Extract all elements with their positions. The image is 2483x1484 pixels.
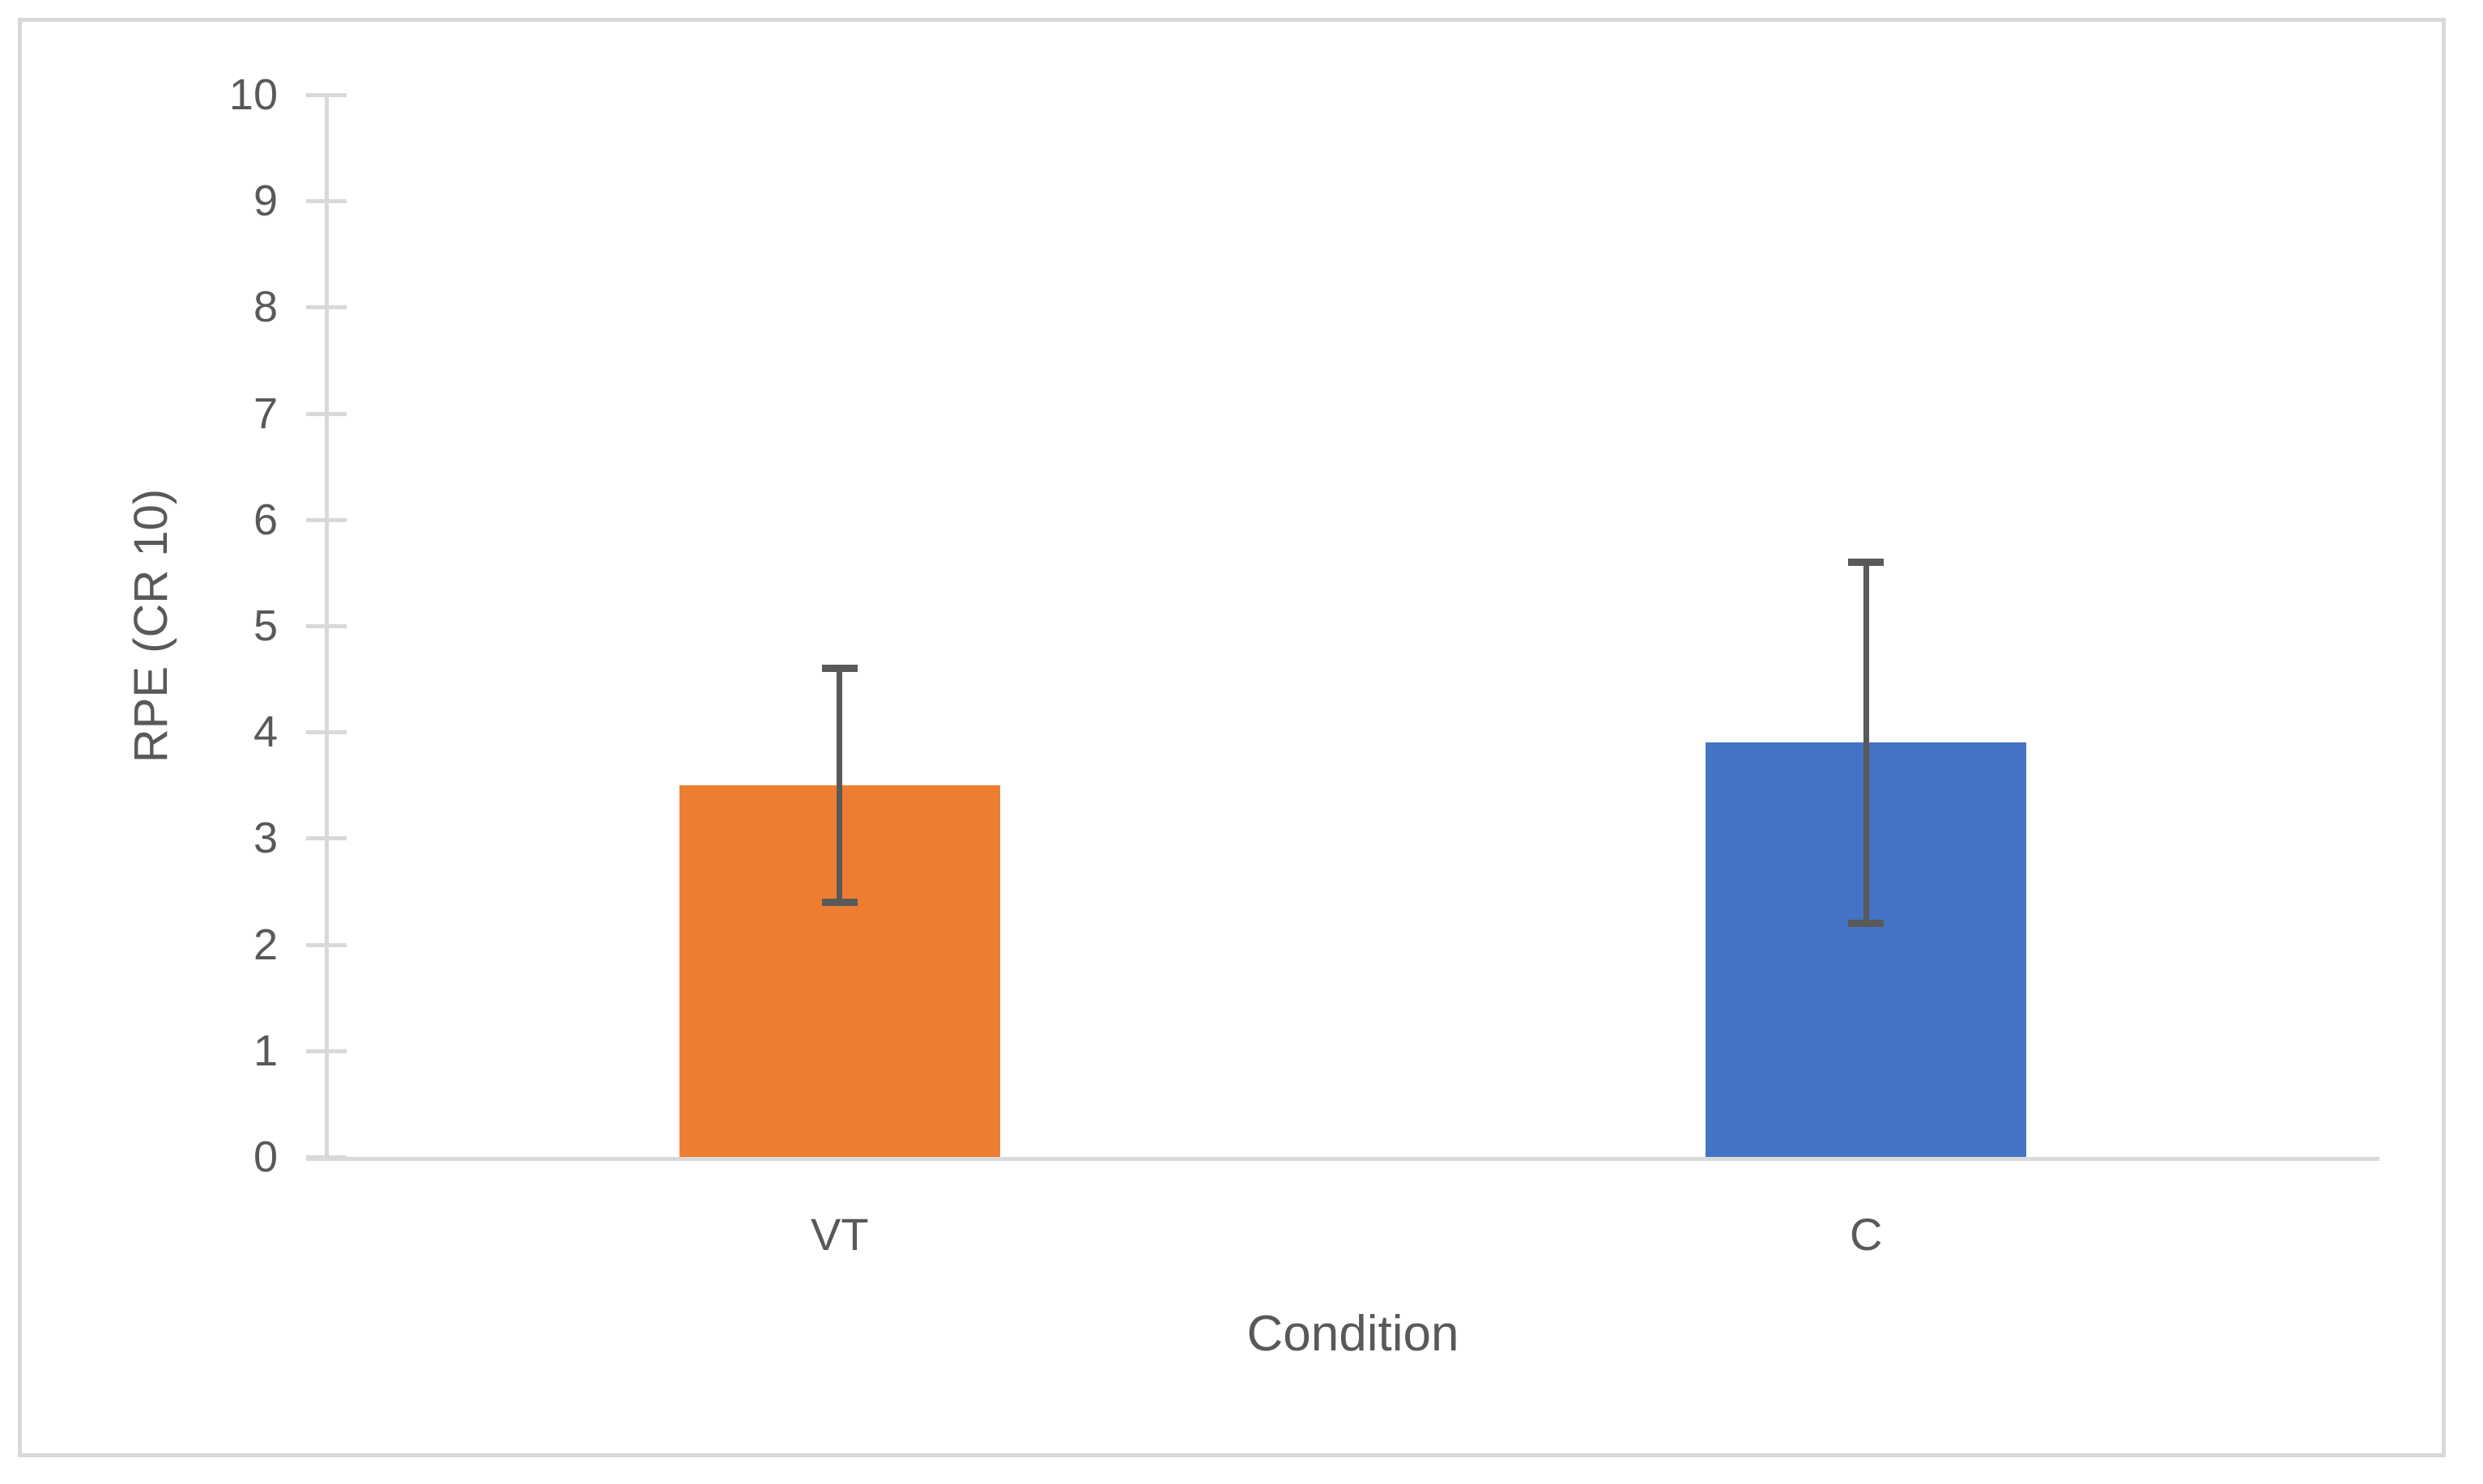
error-bar-line (1863, 562, 1869, 924)
y-tick-label: 6 (253, 495, 278, 544)
y-tick-mark (306, 93, 347, 97)
x-category-label-vt: VT (810, 1209, 869, 1260)
y-tick-label: 3 (253, 814, 278, 863)
y-tick-mark (306, 1048, 347, 1053)
y-tick-label: 9 (253, 176, 278, 226)
y-tick-label: 7 (253, 389, 278, 438)
error-bar-cap (821, 664, 858, 672)
y-tick-label: 5 (253, 602, 278, 650)
y-tick-mark (306, 624, 347, 628)
y-tick-label: 1 (253, 1026, 278, 1075)
error-bar-cap (821, 898, 858, 906)
y-tick-label: 0 (253, 1133, 278, 1181)
y-tick-label: 2 (253, 920, 278, 969)
error-bar-cap (1848, 919, 1885, 927)
x-category-label-c: C (1850, 1209, 1883, 1260)
y-tick-mark (306, 517, 347, 522)
y-tick-mark (306, 305, 347, 310)
error-bar-cap (1848, 558, 1885, 566)
chart-frame (18, 18, 2446, 1457)
x-axis-line (306, 1157, 2379, 1161)
y-tick-mark (306, 942, 347, 947)
y-tick-label: 8 (253, 283, 278, 332)
y-axis-title: RPE (CR 10) (125, 488, 177, 763)
y-tick-mark (306, 836, 347, 841)
y-tick-mark (306, 730, 347, 735)
error-bar-line (837, 668, 843, 903)
y-tick-label: 4 (253, 708, 278, 757)
y-tick-mark (306, 1155, 347, 1159)
y-tick-mark (306, 411, 347, 416)
x-axis-title: Condition (1246, 1306, 1459, 1362)
y-tick-mark (306, 199, 347, 204)
y-tick-label: 10 (228, 70, 278, 119)
